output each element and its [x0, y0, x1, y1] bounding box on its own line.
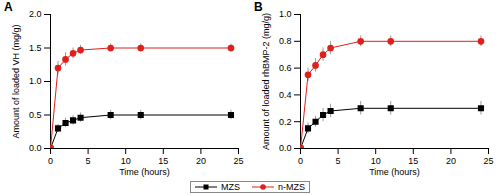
svg-text:25: 25	[483, 156, 493, 166]
svg-text:15: 15	[158, 156, 168, 166]
svg-text:0.0: 0.0	[29, 143, 42, 153]
svg-text:0.4: 0.4	[279, 90, 292, 100]
svg-text:0.0: 0.0	[279, 143, 292, 153]
svg-text:0.5: 0.5	[29, 110, 42, 120]
svg-text:1.5: 1.5	[29, 43, 42, 53]
svg-text:Amount of loaded VH (mg/g): Amount of loaded VH (mg/g)	[11, 24, 21, 138]
html-text:A: A	[4, 0, 13, 14]
svg-text:15: 15	[408, 156, 418, 166]
svg-text:20: 20	[446, 156, 456, 166]
svg-text:1.0: 1.0	[29, 76, 42, 86]
svg-text:0.2: 0.2	[279, 117, 292, 127]
html-text:n-MZS: n-MZS	[278, 181, 305, 192]
svg-text:5: 5	[86, 156, 91, 166]
svg-text:Time (hours): Time (hours)	[119, 167, 170, 177]
svg-text:2.0: 2.0	[29, 9, 42, 19]
html-text:MZS: MZS	[221, 181, 240, 192]
svg-text:0: 0	[48, 156, 53, 166]
svg-text:Time (hours): Time (hours)	[369, 167, 420, 177]
svg-text:20: 20	[196, 156, 206, 166]
html-text:B: B	[254, 0, 263, 14]
svg-text:10: 10	[371, 156, 381, 166]
svg-text:1.0: 1.0	[279, 9, 292, 19]
svg-text:0.8: 0.8	[279, 36, 292, 46]
svg-text:5: 5	[336, 156, 341, 166]
svg-text:10: 10	[121, 156, 131, 166]
svg-text:Amount of loaded rhBMP-2 (mg/g: Amount of loaded rhBMP-2 (mg/g)	[261, 13, 271, 150]
svg-text:25: 25	[233, 156, 243, 166]
svg-text:0.6: 0.6	[279, 63, 292, 73]
svg-text:0: 0	[298, 156, 303, 166]
